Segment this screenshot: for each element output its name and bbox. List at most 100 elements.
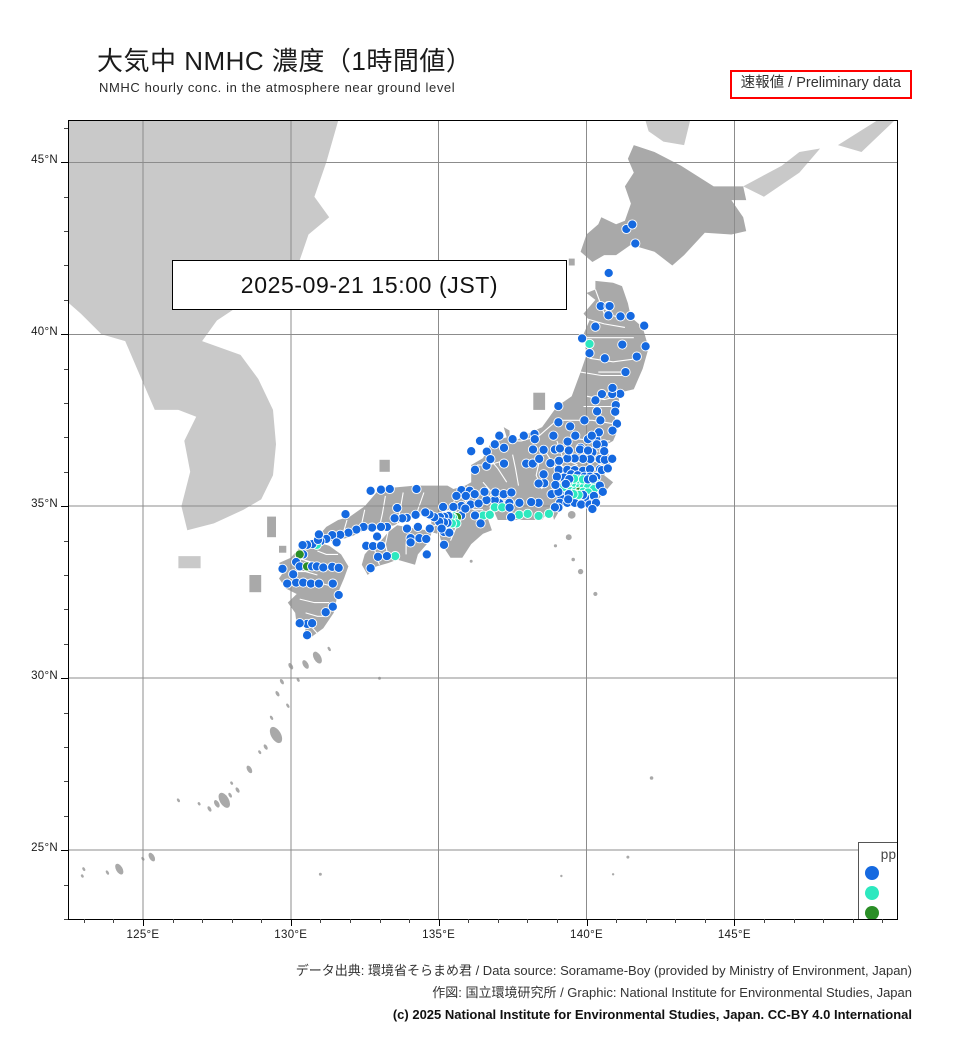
station-marker[interactable] — [545, 458, 556, 469]
station-marker[interactable] — [533, 478, 544, 489]
station-marker[interactable] — [611, 418, 623, 429]
station-marker[interactable] — [288, 569, 299, 580]
station-marker[interactable] — [607, 382, 618, 393]
station-marker[interactable] — [473, 498, 484, 509]
station-marker[interactable] — [444, 527, 455, 538]
station-marker[interactable] — [438, 539, 450, 550]
station-marker[interactable] — [590, 395, 601, 406]
station-marker[interactable] — [327, 601, 338, 612]
station-marker[interactable] — [563, 494, 574, 505]
station-marker[interactable] — [630, 238, 641, 249]
station-marker[interactable] — [518, 430, 529, 441]
station-marker[interactable] — [527, 444, 539, 455]
station-marker[interactable] — [469, 489, 480, 500]
station-marker[interactable] — [615, 311, 626, 322]
station-marker[interactable] — [554, 443, 565, 454]
station-marker[interactable] — [392, 502, 403, 514]
station-marker[interactable] — [639, 320, 650, 331]
station-marker[interactable] — [381, 551, 392, 562]
station-marker[interactable] — [602, 463, 613, 474]
station-marker[interactable] — [498, 442, 510, 453]
station-marker[interactable] — [460, 490, 471, 501]
station-marker[interactable] — [506, 487, 517, 498]
station-marker[interactable] — [490, 487, 501, 498]
station-marker[interactable] — [592, 406, 603, 417]
station-marker[interactable] — [590, 321, 601, 332]
station-marker[interactable] — [586, 430, 597, 441]
station-marker[interactable] — [620, 367, 631, 378]
station-marker[interactable] — [596, 389, 607, 400]
station-marker[interactable] — [277, 563, 288, 574]
station-marker[interactable] — [313, 578, 324, 589]
station-marker[interactable] — [565, 421, 576, 432]
station-marker[interactable] — [529, 434, 540, 445]
station-marker[interactable] — [438, 501, 449, 512]
station-marker[interactable] — [507, 434, 518, 445]
legend-item-2[interactable]: ≤32 — [865, 903, 897, 919]
station-marker[interactable] — [504, 502, 515, 513]
station-marker[interactable] — [340, 509, 351, 520]
station-marker[interactable] — [587, 473, 599, 484]
station-marker[interactable] — [576, 499, 587, 510]
station-marker[interactable] — [375, 484, 387, 495]
station-marker[interactable] — [327, 578, 338, 589]
station-marker[interactable] — [604, 301, 615, 312]
station-marker[interactable] — [333, 589, 344, 601]
station-marker[interactable] — [553, 455, 565, 466]
station-marker[interactable] — [302, 630, 313, 641]
station-marker[interactable] — [460, 503, 471, 514]
station-marker[interactable] — [631, 351, 642, 362]
station-marker[interactable] — [451, 490, 462, 501]
station-marker[interactable] — [297, 540, 308, 551]
station-marker[interactable] — [365, 563, 376, 574]
station-marker[interactable] — [533, 510, 544, 521]
station-marker[interactable] — [410, 509, 421, 520]
station-marker[interactable] — [538, 469, 549, 480]
station-marker[interactable] — [475, 518, 486, 529]
station-marker[interactable] — [562, 436, 573, 447]
map-plot-area[interactable]: 2025-09-21 15:00 (JST) pphmC ≤10≤20≤32≤5… — [68, 120, 898, 920]
station-marker[interactable] — [550, 479, 561, 490]
station-marker[interactable] — [570, 430, 581, 441]
station-marker[interactable] — [549, 502, 560, 513]
legend-item-1[interactable]: ≤20 — [865, 883, 897, 903]
station-marker[interactable] — [607, 425, 618, 436]
station-marker[interactable] — [514, 497, 525, 508]
station-marker[interactable] — [577, 333, 588, 344]
station-marker[interactable] — [405, 537, 416, 548]
station-marker[interactable] — [610, 406, 621, 417]
station-marker[interactable] — [534, 453, 545, 464]
station-marker[interactable] — [479, 486, 490, 497]
station-marker[interactable] — [625, 310, 636, 322]
station-marker[interactable] — [603, 310, 614, 321]
station-marker[interactable] — [389, 513, 400, 524]
station-marker[interactable] — [543, 508, 554, 519]
station-marker[interactable] — [365, 485, 376, 496]
station-marker[interactable] — [577, 453, 589, 464]
station-marker[interactable] — [597, 486, 608, 497]
station-marker[interactable] — [582, 445, 594, 456]
station-marker[interactable] — [584, 348, 595, 359]
station-marker[interactable] — [474, 435, 486, 446]
station-marker[interactable] — [469, 464, 481, 475]
station-marker[interactable] — [294, 618, 305, 629]
station-marker[interactable] — [617, 339, 628, 350]
station-marker[interactable] — [563, 445, 574, 456]
station-marker[interactable] — [640, 341, 651, 352]
station-marker[interactable] — [421, 533, 432, 544]
station-marker[interactable] — [421, 549, 432, 560]
legend-item-0[interactable]: ≤10 — [865, 863, 897, 883]
station-marker[interactable] — [372, 531, 383, 542]
station-marker[interactable] — [553, 417, 564, 428]
station-marker[interactable] — [436, 523, 447, 534]
station-marker[interactable] — [603, 267, 614, 279]
station-marker[interactable] — [390, 551, 401, 562]
station-marker[interactable] — [485, 454, 496, 465]
station-marker[interactable] — [448, 501, 459, 512]
station-marker[interactable] — [367, 522, 378, 533]
station-marker[interactable] — [595, 415, 606, 426]
station-marker[interactable] — [384, 483, 395, 495]
station-marker[interactable] — [331, 537, 342, 548]
station-marker[interactable] — [466, 446, 477, 457]
station-marker[interactable] — [506, 512, 517, 523]
